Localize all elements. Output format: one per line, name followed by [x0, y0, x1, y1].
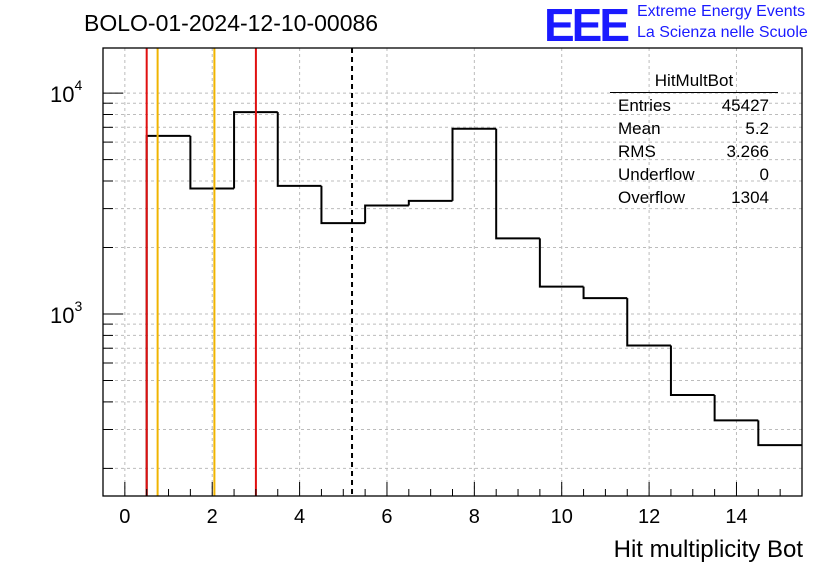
- stats-row-entries: Entries 45427: [610, 94, 778, 117]
- x-tick-label: 10: [551, 506, 573, 528]
- stats-label: Mean: [618, 119, 661, 138]
- histogram-bar: [626, 298, 671, 347]
- stats-label: Underflow: [618, 165, 695, 184]
- stats-title: HitMultBot: [654, 71, 734, 90]
- logo-line-1: Extreme Energy Events: [637, 3, 806, 20]
- stats-box: HitMultBot Entries 45427 Mean 5.2 RMS 3.…: [610, 70, 778, 209]
- stats-label: Overflow: [618, 188, 686, 207]
- plot-title: BOLO-01-2024-12-10-00086: [84, 10, 379, 36]
- stats-row-rms: RMS 3.266: [610, 140, 778, 163]
- logo-line-2: La Scienza nelle Scuole: [637, 24, 808, 41]
- axes: [102, 47, 803, 497]
- stats-row-underflow: Underflow 0: [610, 163, 778, 186]
- histogram-bar: [538, 238, 584, 288]
- histogram-bar: [669, 345, 715, 396]
- stats-row-overflow: Overflow 1304: [610, 186, 778, 209]
- x-tick-label: 12: [638, 506, 660, 528]
- histogram-bar: [320, 185, 366, 225]
- x-tick-label: 4: [294, 506, 305, 528]
- histogram-bar: [233, 111, 278, 189]
- histogram-bar: [364, 204, 409, 224]
- stats-value: 0: [759, 165, 769, 184]
- y-tick-label: 103: [50, 298, 82, 328]
- y-tick-label: 104: [50, 77, 82, 107]
- stats-value: 45427: [721, 96, 769, 115]
- y-tick-labels: 103 104: [50, 77, 82, 328]
- stats-value: 5.2: [745, 119, 769, 138]
- marker-lines: [145, 48, 354, 496]
- x-tick-label: 8: [469, 506, 480, 528]
- x-tick-label: 6: [381, 506, 392, 528]
- histogram-bar: [582, 286, 628, 300]
- histogram-bar: [495, 128, 540, 240]
- stats-divider: [610, 92, 778, 93]
- x-tick-label: 0: [119, 506, 130, 528]
- stats-label: RMS: [618, 142, 656, 161]
- histogram-bar: [451, 127, 497, 201]
- grid-lines: [103, 48, 802, 496]
- stats-value: 1304: [731, 188, 769, 207]
- eee-logo: EEE: [544, 0, 630, 51]
- x-tick-labels: 0 2 4 6 8 10 12 14: [119, 506, 747, 528]
- histogram-bar: [145, 134, 191, 496]
- x-tick-label: 2: [207, 506, 218, 528]
- histogram-bar: [713, 394, 759, 422]
- x-tick-label: 14: [725, 506, 747, 528]
- stats-row-mean: Mean 5.2: [610, 117, 778, 140]
- stats-value: 3.266: [726, 142, 769, 161]
- x-axis-label: Hit multiplicity Bot: [613, 536, 803, 563]
- histogram-bar: [407, 199, 453, 206]
- histogram-bar: [276, 112, 322, 187]
- stats-label: Entries: [618, 96, 671, 115]
- histogram-bar: [189, 135, 235, 190]
- histogram-bar: [757, 420, 802, 447]
